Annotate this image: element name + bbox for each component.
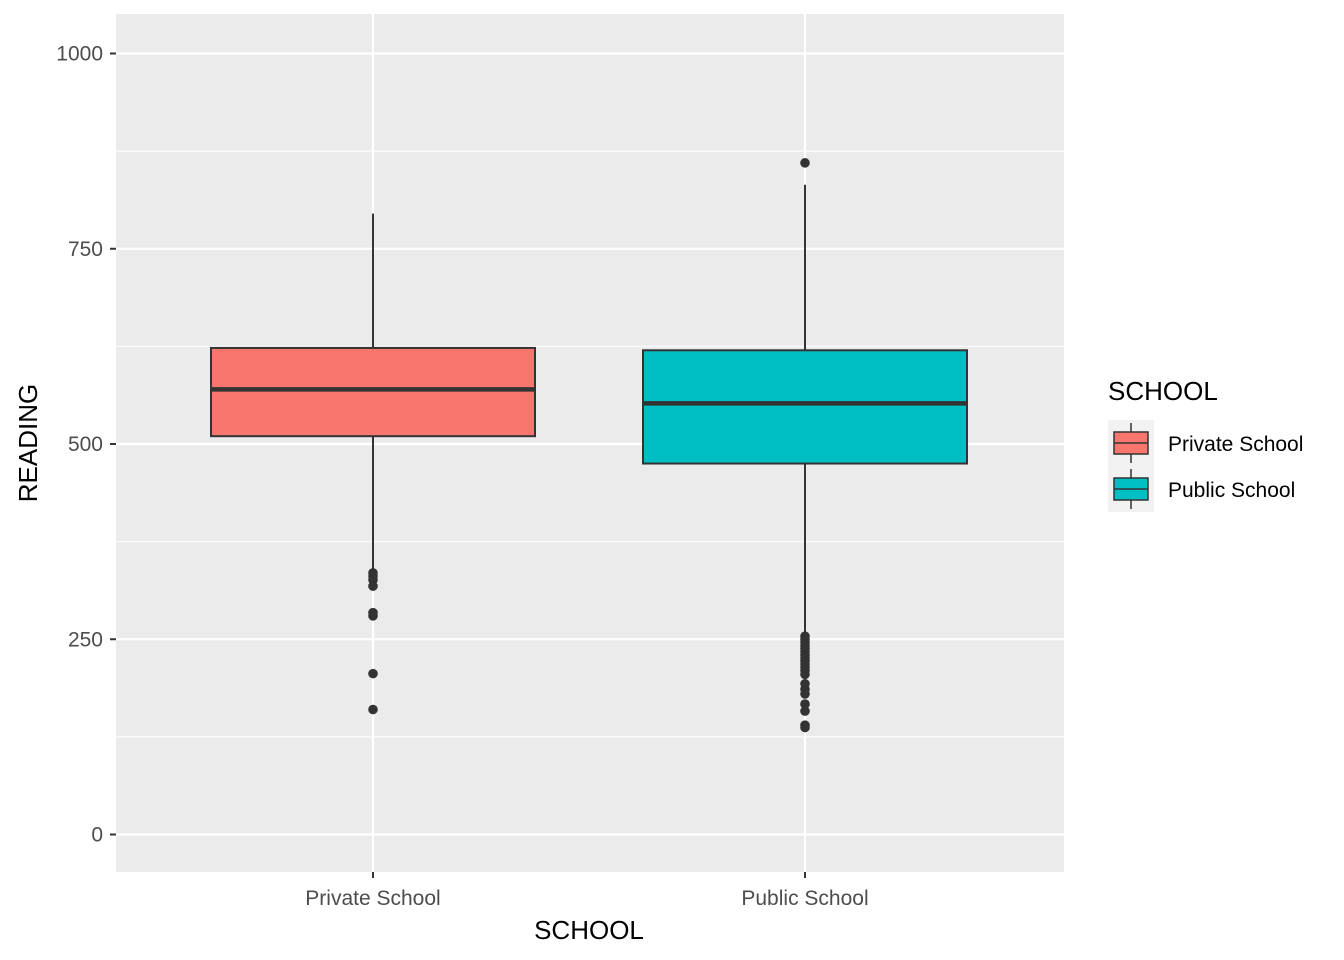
legend: SCHOOL Private School Public School [1108,376,1303,512]
outlier-point [368,704,378,715]
x-axis-title: SCHOOL [534,915,644,945]
outlier-point [800,706,810,716]
box-layer [210,158,968,733]
outlier-point [368,668,378,679]
box-private-school [210,213,536,715]
outlier-point [800,631,810,641]
outlier-point [800,720,810,730]
outlier-point [800,699,810,709]
x-tick-label: Private School [305,887,440,910]
x-tick-label: Public School [741,887,868,910]
grid-minor [116,150,1064,738]
outlier-point [368,568,378,578]
y-tick-label: 250 [68,628,103,651]
box-public-school [642,158,968,733]
y-tick-label: 750 [68,238,103,261]
box-iqr [642,349,968,465]
y-axis: 0 250 500 750 1000 [56,43,116,847]
outlier-point [800,158,810,168]
y-tick-label: 500 [68,433,103,456]
x-axis: Private School Public School [305,872,869,910]
legend-key-private-school [1113,423,1149,463]
y-tick-label: 1000 [56,43,103,66]
legend-key-public-school [1113,469,1149,509]
legend-label-public-school: Public School [1168,479,1295,502]
legend-title: SCHOOL [1108,376,1218,406]
outlier-point [368,607,378,618]
outlier-point [800,678,810,689]
y-axis-title: READING [13,384,43,502]
legend-label-private-school: Private School [1168,433,1303,456]
y-tick-label: 0 [91,824,103,847]
legend-keys [1108,420,1154,512]
box-iqr [210,346,536,438]
